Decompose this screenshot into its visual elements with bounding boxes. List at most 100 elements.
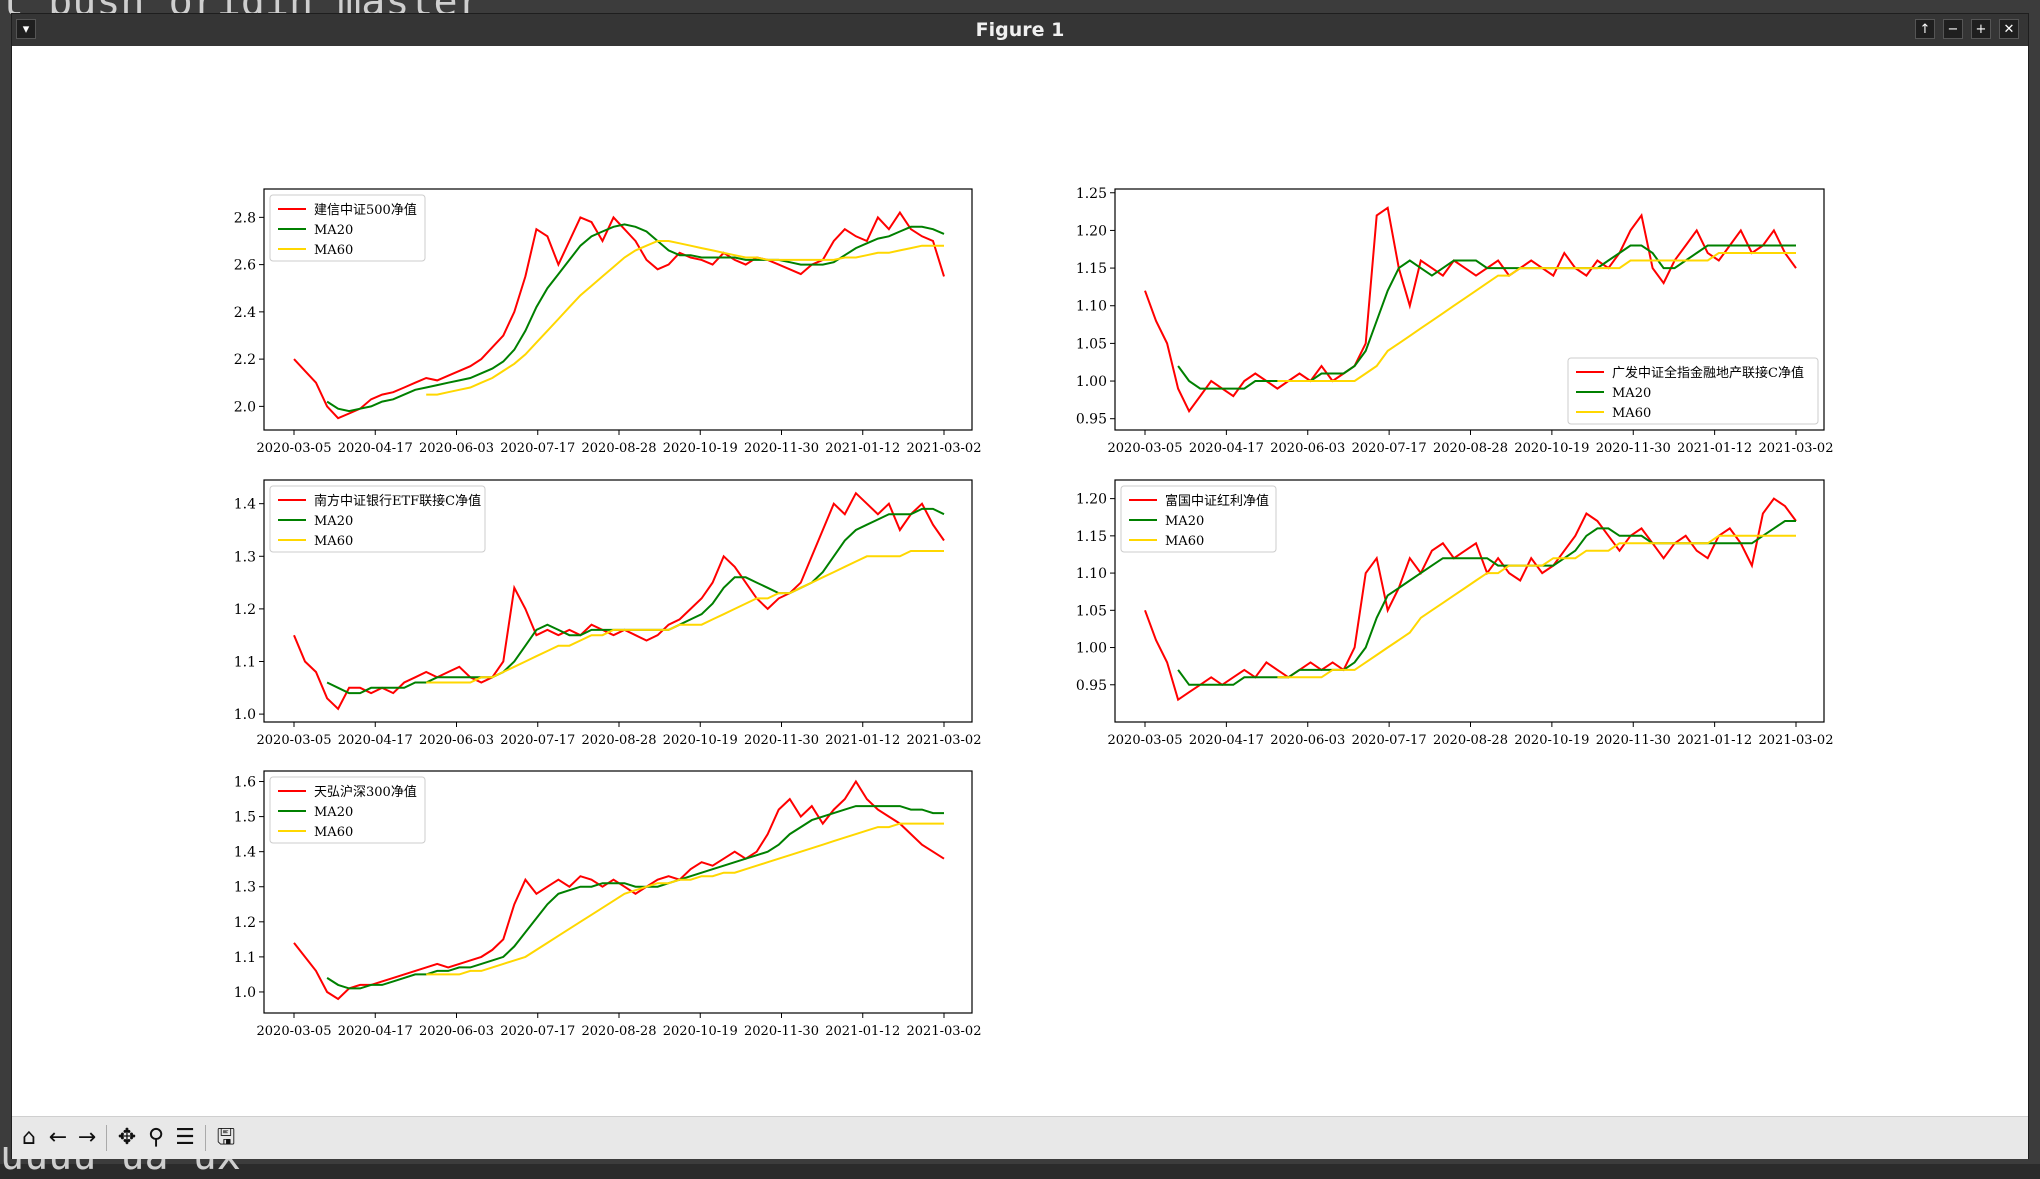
y-tick-label: 1.1 — [234, 655, 256, 671]
x-tick-label: 2020-08-28 — [1433, 441, 1508, 456]
y-tick-label: 1.15 — [1076, 261, 1107, 277]
x-tick-label: 2020-10-19 — [663, 1024, 738, 1039]
legend-label: MA60 — [1612, 406, 1651, 421]
y-tick-label: 1.15 — [1076, 529, 1107, 545]
zoom-icon[interactable]: ⚲ — [147, 1125, 165, 1150]
x-tick-label: 2020-04-17 — [338, 441, 413, 456]
y-tick-label: 1.00 — [1076, 641, 1107, 657]
x-tick-label: 2020-08-28 — [582, 441, 657, 456]
legend-label: 广发中证全指金融地产联接C净值 — [1612, 365, 1804, 381]
x-tick-label: 2020-03-05 — [1108, 441, 1183, 456]
x-tick-label: 2020-03-05 — [1108, 733, 1183, 748]
x-tick-label: 2020-11-30 — [744, 733, 819, 748]
y-tick-label: 1.6 — [234, 775, 256, 791]
legend-box — [1120, 485, 1277, 553]
y-tick-label: 2.4 — [234, 305, 256, 321]
x-tick-label: 2020-06-03 — [1270, 733, 1345, 748]
y-tick-label: 2.6 — [234, 258, 256, 274]
x-tick-label: 2020-07-17 — [1352, 733, 1427, 748]
y-tick-label: 1.25 — [1076, 186, 1107, 202]
minimize-button[interactable]: − — [1943, 19, 1963, 39]
x-tick-label: 2020-11-30 — [1596, 733, 1671, 748]
legend-box — [269, 194, 426, 262]
legend-label: 南方中证银行ETF联接C净值 — [314, 493, 481, 509]
series-line-2 — [426, 240, 944, 396]
y-tick-label: 2.8 — [234, 210, 256, 226]
x-tick-label: 2021-01-12 — [1677, 441, 1752, 456]
y-tick-label: 1.00 — [1076, 374, 1107, 390]
x-tick-label: 2021-03-02 — [1759, 441, 1834, 456]
y-tick-label: 1.05 — [1076, 603, 1107, 619]
series-line-2 — [1277, 252, 1796, 382]
x-tick-label: 2020-04-17 — [338, 1024, 413, 1039]
x-tick-label: 2020-03-05 — [257, 733, 332, 748]
y-tick-label: 1.3 — [234, 880, 256, 896]
x-tick-label: 2020-06-03 — [419, 1024, 494, 1039]
y-tick-label: 1.0 — [234, 707, 256, 723]
x-tick-label: 2020-06-03 — [1270, 441, 1345, 456]
title-bar: ▾ Figure 1 ↑ − + ✕ — [12, 14, 2028, 46]
x-tick-label: 2021-01-12 — [1677, 733, 1752, 748]
y-tick-label: 1.1 — [234, 950, 256, 966]
x-tick-label: 2020-07-17 — [500, 733, 575, 748]
y-tick-label: 1.3 — [234, 549, 256, 565]
x-tick-label: 2020-11-30 — [1596, 441, 1671, 456]
series-line-1 — [326, 805, 944, 990]
legend-label: MA20 — [1612, 386, 1651, 401]
toolbar-separator — [106, 1125, 107, 1151]
y-tick-label: 1.4 — [234, 845, 256, 861]
x-tick-label: 2020-07-17 — [500, 1024, 575, 1039]
x-tick-label: 2020-07-17 — [1352, 441, 1427, 456]
x-tick-label: 2020-03-05 — [257, 1024, 332, 1039]
legend-box — [269, 485, 486, 553]
window-menu-button[interactable]: ▾ — [16, 19, 36, 39]
configure-icon[interactable]: ☰ — [175, 1125, 195, 1150]
legend-label: MA20 — [1165, 514, 1204, 529]
y-tick-label: 1.5 — [234, 810, 256, 826]
series-line-0 — [1144, 206, 1797, 414]
figure-canvas[interactable]: 2.0 2.2 2.4 2.6 2.8 2020-03-05 2020-04-17 2020-… — [12, 46, 2028, 1116]
x-tick-label: 2020-03-05 — [257, 441, 332, 456]
x-tick-label: 2021-03-02 — [907, 441, 982, 456]
back-arrow-icon[interactable]: ← — [48, 1125, 68, 1150]
y-tick-label: 1.10 — [1076, 299, 1107, 315]
series-line-2 — [426, 550, 944, 684]
legend-label: 富国中证红利净值 — [1165, 493, 1269, 509]
y-tick-label: 1.20 — [1076, 492, 1107, 508]
raise-button[interactable]: ↑ — [1915, 19, 1935, 39]
series-line-2 — [1277, 534, 1796, 679]
navigation-toolbar: ⌂ ← → ✥ ⚲ ☰ 🖫 — [12, 1116, 2028, 1159]
y-tick-label: 1.2 — [234, 602, 256, 618]
legend-label: 天弘沪深300净值 — [314, 784, 417, 800]
legend-label: MA60 — [314, 534, 353, 549]
maximize-button[interactable]: + — [1971, 19, 1991, 39]
x-tick-label: 2021-03-02 — [1759, 733, 1834, 748]
x-tick-label: 2020-10-19 — [663, 733, 738, 748]
series-line-0 — [293, 491, 945, 711]
x-tick-label: 2020-04-17 — [338, 733, 413, 748]
y-tick-label: 0.95 — [1076, 412, 1107, 428]
legend-box — [269, 776, 426, 844]
y-tick-label: 2.0 — [234, 399, 256, 415]
y-tick-label: 0.95 — [1076, 678, 1107, 694]
toolbar-separator — [205, 1125, 206, 1151]
home-icon[interactable]: ⌂ — [22, 1125, 36, 1150]
y-tick-label: 1.20 — [1076, 223, 1107, 239]
y-tick-label: 1.2 — [234, 915, 256, 931]
x-tick-label: 2021-01-12 — [825, 441, 900, 456]
y-tick-label: 1.10 — [1076, 566, 1107, 582]
pan-icon[interactable]: ✥ — [117, 1125, 137, 1150]
figure-window: ▾ Figure 1 ↑ − + ✕ 2.0 2.2 2.4 2.6 2.8 2020-0… — [12, 14, 2028, 1159]
x-tick-label: 2020-06-03 — [419, 733, 494, 748]
series-line-0 — [1144, 497, 1797, 702]
forward-arrow-icon[interactable]: → — [77, 1125, 97, 1150]
close-button[interactable]: ✕ — [1999, 19, 2019, 39]
legend-label: MA60 — [314, 825, 353, 840]
x-tick-label: 2020-10-19 — [1514, 441, 1589, 456]
series-line-2 — [426, 822, 944, 976]
x-tick-label: 2020-06-03 — [419, 441, 494, 456]
y-tick-label: 1.4 — [234, 497, 256, 513]
legend-label: MA20 — [314, 805, 353, 820]
save-icon[interactable]: 🖫 — [216, 1125, 236, 1150]
legend-label: MA60 — [314, 243, 353, 258]
